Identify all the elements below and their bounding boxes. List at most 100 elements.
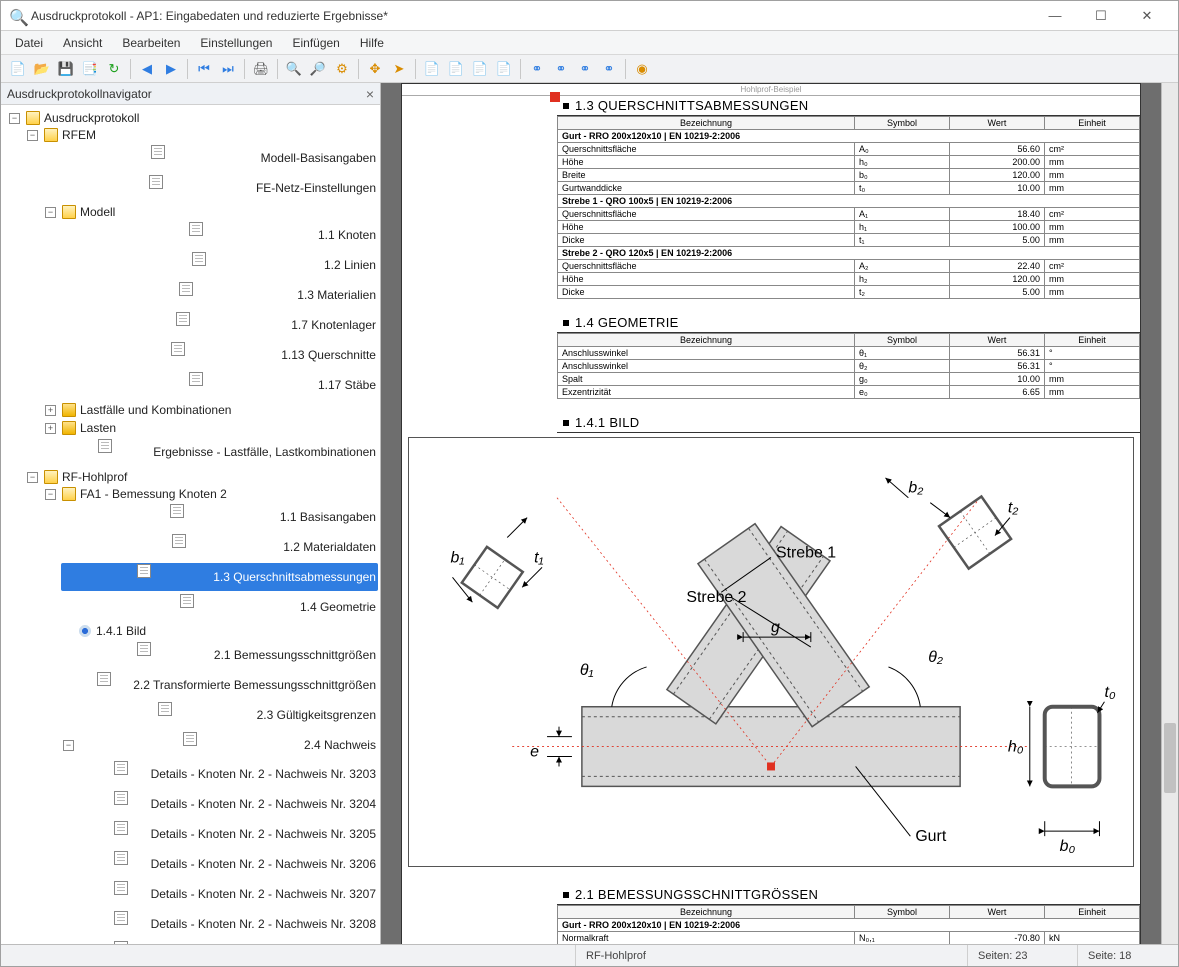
tree-item[interactable]: 1.1 Knoten [61,221,378,249]
link2-icon[interactable]: ⚭ [550,58,572,80]
statusbar: RF-Hohlprof Seiten: 23 Seite: 18 [1,944,1178,966]
tree-item[interactable]: + Lastfälle und Kombinationen [43,402,378,418]
tree-item[interactable]: 1.4 Geometrie [61,593,378,621]
link1-icon[interactable]: ⚭ [526,58,548,80]
section-1-4-title: 1.4 GEOMETRIE [575,315,679,330]
tree-item-label: Details - Knoten Nr. 2 - Nachweis Nr. 32… [151,917,376,931]
next-icon[interactable]: ▶ [160,58,182,80]
tree-item[interactable]: −RFEM [25,127,378,143]
navigator-close-icon[interactable]: × [366,86,374,102]
menu-bearbeiten[interactable]: Bearbeiten [114,34,188,52]
collapse-icon[interactable]: − [27,472,38,483]
tree-item[interactable]: −Ausdruckprotokoll [7,110,378,126]
navigator-tree[interactable]: −Ausdruckprotokoll−RFEMModell-Basisangab… [1,105,380,944]
tree-item[interactable]: 1.2 Linien [61,251,378,279]
last-icon[interactable]: ⏭ [217,58,239,80]
saveas-icon[interactable]: 📑 [79,58,101,80]
tree-item[interactable]: 1.2 Materialdaten [61,533,378,561]
tree-item[interactable]: −RF-Hohlprof [25,469,378,485]
zoomout-icon[interactable]: 🔎 [307,58,329,80]
new-icon[interactable]: 📄 [7,58,29,80]
table-1-4: BezeichnungSymbolWertEinheitAnschlusswin… [557,333,1140,399]
tree-item[interactable]: 1.17 Stäbe [61,371,378,399]
collapse-icon[interactable]: − [27,130,38,141]
minimize-button[interactable]: — [1032,1,1078,31]
toolbar-separator [415,59,416,79]
collapse-icon[interactable]: − [45,489,56,500]
tool1-icon[interactable]: ✥ [364,58,386,80]
collapse-icon[interactable]: − [9,113,20,124]
tree-item[interactable]: −2.4 Nachweis [61,731,378,759]
tree-item[interactable]: Modell-Basisangaben [43,144,378,172]
tree-item-label: 1.7 Knotenlager [291,318,376,332]
tree-item[interactable]: Details - Knoten Nr. 2 - Nachweis Nr. 32… [79,820,378,848]
tree-item[interactable]: 2.3 Gültigkeitsgrenzen [61,701,378,729]
doc1-icon[interactable]: 📄 [421,58,443,80]
tree-item-label: Details - Knoten Nr. 2 - Nachweis Nr. 32… [151,797,376,811]
vertical-scrollbar[interactable] [1161,83,1178,944]
tree-item[interactable]: Details - Knoten Nr. 2 - Nachweis Nr. 32… [79,910,378,938]
document-scroll[interactable]: Hohlprof-Beispiel 1.3 QUERSCHNITTSABMESS… [381,83,1161,944]
svg-text:b₁: b₁ [450,549,464,566]
tree-item[interactable]: 2.1 Bemessungsschnittgrößen [61,641,378,669]
expand-icon[interactable]: + [45,423,56,434]
zoomin-icon[interactable]: 🔍 [283,58,305,80]
tree-item[interactable]: −Modell [43,204,378,220]
open-icon[interactable]: 📂 [31,58,53,80]
menu-datei[interactable]: Datei [7,34,51,52]
page-header-tag: Hohlprof-Beispiel [402,84,1140,96]
tree-item[interactable]: Details - Knoten Nr. 2 - Nachweis Nr. 32… [79,790,378,818]
tree-item[interactable]: 2.2 Transformierte Bemessungsschnittgröß… [61,671,378,699]
doc2-icon[interactable]: 📄 [445,58,467,80]
expand-icon[interactable]: + [45,405,56,416]
tree-item-label: Lastfälle und Kombinationen [80,403,231,417]
navigator-panel: Ausdruckprotokollnavigator × −Ausdruckpr… [1,83,381,944]
page-icon [176,312,190,326]
pointer-icon[interactable]: ➤ [388,58,410,80]
window-title: Ausdruckprotokoll - AP1: Eingabedaten un… [31,9,1032,23]
target-icon[interactable]: ◉ [631,58,653,80]
tree-item[interactable]: 1.4.1 Bild [61,623,378,639]
tree-item[interactable]: Details - Knoten Nr. 2 - Nachweis Nr. 32… [79,940,378,944]
page-icon [114,821,128,835]
collapse-icon[interactable]: − [45,207,56,218]
tree-item[interactable]: 1.1 Basisangaben [61,503,378,531]
save-icon[interactable]: 💾 [55,58,77,80]
tree-item[interactable]: −FA1 - Bemessung Knoten 2 [43,486,378,502]
tree-item[interactable]: Details - Knoten Nr. 2 - Nachweis Nr. 32… [79,850,378,878]
svg-text:Strebe 2: Strebe 2 [686,589,746,606]
refresh-icon[interactable]: ↻ [103,58,125,80]
scrollbar-thumb[interactable] [1164,723,1176,793]
tree-item-label: 1.13 Querschnitte [281,348,376,362]
print-icon[interactable]: 🖨 [250,58,272,80]
settings-icon[interactable]: ⚙ [331,58,353,80]
tree-item[interactable]: FE-Netz-Einstellungen [43,174,378,202]
tree-item[interactable]: +Lasten [43,420,378,436]
close-button[interactable]: ✕ [1124,1,1170,31]
first-icon[interactable]: ⏮ [193,58,215,80]
prev-icon[interactable]: ◀ [136,58,158,80]
menu-einstellungen[interactable]: Einstellungen [192,34,280,52]
link3-icon[interactable]: ⚭ [574,58,596,80]
tree-item[interactable]: Details - Knoten Nr. 2 - Nachweis Nr. 32… [79,880,378,908]
tree-item[interactable]: Ergebnisse - Lastfälle, Lastkombinatione… [43,438,378,466]
doc3-icon[interactable]: 📄 [469,58,491,80]
tree-item-label: FE-Netz-Einstellungen [256,181,376,195]
menu-einfügen[interactable]: Einfügen [284,34,347,52]
folder-o-icon [44,470,58,484]
menu-ansicht[interactable]: Ansicht [55,34,110,52]
tree-item[interactable]: Details - Knoten Nr. 2 - Nachweis Nr. 32… [79,760,378,788]
tree-item[interactable]: 1.3 Querschnittsabmessungen [61,563,378,591]
tree-item[interactable]: 1.3 Materialien [61,281,378,309]
maximize-button[interactable]: ☐ [1078,1,1124,31]
collapse-icon[interactable]: − [63,740,74,751]
page-icon [170,504,184,518]
tree-item[interactable]: 1.7 Knotenlager [61,311,378,339]
toolbar-separator [130,59,131,79]
link4-icon[interactable]: ⚭ [598,58,620,80]
doc4-icon[interactable]: 📄 [493,58,515,80]
menu-hilfe[interactable]: Hilfe [352,34,392,52]
tree-item[interactable]: 1.13 Querschnitte [61,341,378,369]
tree-item-label: 1.4 Geometrie [300,600,376,614]
svg-text:θ₁: θ₁ [580,662,594,679]
